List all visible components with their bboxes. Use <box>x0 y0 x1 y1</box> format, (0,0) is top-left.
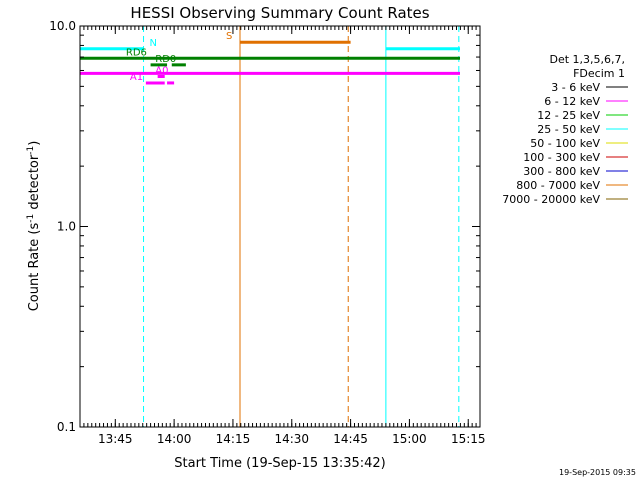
x-tick-label: 14:00 <box>157 432 192 446</box>
legend-entry-label: 25 - 50 keV <box>537 123 600 136</box>
flag-label: N <box>150 38 157 49</box>
legend-entry-label: 300 - 800 keV <box>523 165 600 178</box>
plot-frame <box>79 25 481 428</box>
x-tick-label: 15:15 <box>451 432 486 446</box>
x-tick-label: 13:45 <box>98 432 133 446</box>
legend-header-decimation: FDecim 1 <box>573 67 625 80</box>
legend-entry-label: 800 - 7000 keV <box>516 179 600 192</box>
x-axis-label: Start Time (19-Sep-15 13:35:42) <box>174 456 385 471</box>
y-axis-label: Count Rate (s-1 detector-1) <box>26 141 42 312</box>
legend-header-detectors: Det 1,3,5,6,7, <box>549 53 625 66</box>
legend-entry-label: 6 - 12 keV <box>544 95 600 108</box>
x-axis-ticks: 13:45 14:00 14:15 14:30 14:45 15:00 15:15 <box>79 26 486 446</box>
legend-entry-label: 7000 - 20000 keV <box>502 193 600 206</box>
chart-title: HESSI Observing Summary Count Rates <box>130 4 429 22</box>
legend-entry-label: 100 - 300 keV <box>523 151 600 164</box>
x-tick-label: 14:30 <box>274 432 309 446</box>
x-tick-label: 14:45 <box>333 432 368 446</box>
flag-label: A0 <box>155 65 168 76</box>
x-tick-label: 15:00 <box>392 432 427 446</box>
flag-label: S <box>226 31 232 42</box>
y-tick-label: 10.0 <box>49 19 76 33</box>
y-tick-label: 0.1 <box>57 420 76 434</box>
vertical-lines <box>79 26 460 427</box>
flag-label: RD6 <box>126 47 147 58</box>
legend-entry-label: 3 - 6 keV <box>551 81 600 94</box>
flag-label: A1 <box>130 72 143 83</box>
legend-entry-label: 50 - 100 keV <box>530 137 600 150</box>
y-tick-label: 1.0 <box>57 220 76 234</box>
flag-label: RD0 <box>155 54 176 65</box>
y-axis-ticks: 10.0 1.0 0.1 <box>49 19 480 434</box>
legend-entry-label: 12 - 25 keV <box>537 109 600 122</box>
x-tick-label: 14:15 <box>216 432 251 446</box>
footer-timestamp: 19-Sep-2015 09:35 <box>559 468 636 477</box>
